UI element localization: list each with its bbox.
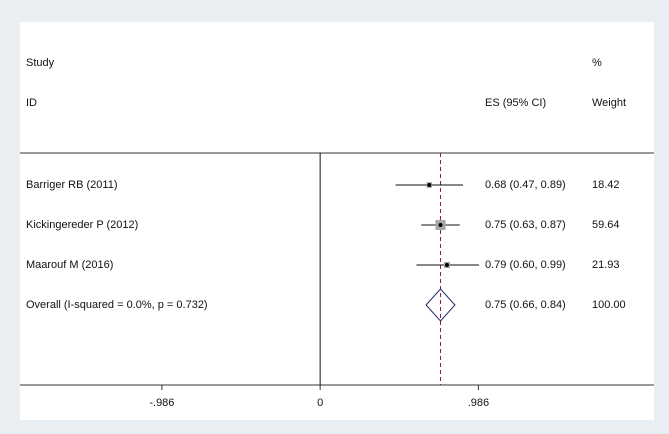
ci-label: 0.68 (0.47, 0.89) [485,179,566,191]
x-tick-label: -.986 [149,397,174,409]
header-es: ES (95% CI) [485,97,546,109]
point-estimate [438,223,443,227]
x-tick-label: .986 [468,397,489,409]
study-name: Maarouf M (2016) [26,259,113,271]
header-pct: % [592,57,602,69]
study-name: Barriger RB (2011) [26,179,118,191]
ci-label: 0.75 (0.66, 0.84) [485,299,566,311]
weight-label: 21.93 [592,259,620,271]
weight-label: 100.00 [592,299,626,311]
overall-diamond [425,288,456,322]
header-weight: Weight [592,97,626,109]
study-name: Kickingereder P (2012) [26,219,138,231]
header-study: Study [26,57,55,69]
point-estimate [427,183,432,187]
x-tick-label: 0 [317,397,323,409]
weight-label: 18.42 [592,179,620,191]
ci-label: 0.79 (0.60, 0.99) [485,259,566,271]
header-id: ID [26,97,37,109]
overall-name: Overall (I-squared = 0.0%, p = 0.732) [26,299,208,311]
weight-label: 59.64 [592,219,620,231]
point-estimate [444,263,449,267]
plot-area [20,22,654,420]
ci-label: 0.75 (0.63, 0.87) [485,219,566,231]
